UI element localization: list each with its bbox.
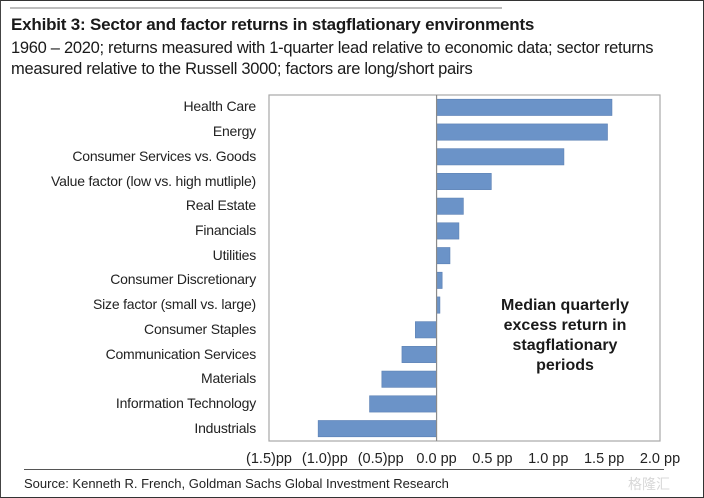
bar-industrials (317, 420, 437, 438)
bar-communication-services (401, 346, 437, 363)
category-label: Size factor (small vs. large) (92, 296, 256, 313)
bar-real-estate (436, 197, 464, 215)
category-label: Communication Services (105, 345, 257, 362)
chart-title: Exhibit 3: Sector and factor returns in … (11, 15, 535, 34)
chart-subtitle: 1960 – 2020; returns measured with 1-qua… (11, 39, 654, 78)
x-tick-label: 0.0 pp (416, 451, 457, 467)
source-note: Source: Kenneth R. French, Goldman Sachs… (24, 476, 449, 491)
bar-health-care (436, 98, 613, 116)
category-label: Consumer Staples (144, 320, 256, 337)
category-label: Industrials (194, 419, 256, 436)
category-label: Materials (201, 370, 256, 387)
category-label: Consumer Services vs. Goods (72, 147, 256, 164)
category-label: Health Care (183, 98, 256, 115)
x-tick-label: 0.5 pp (472, 451, 513, 467)
x-tick-label: (1.5)pp (246, 451, 292, 467)
bar-energy (436, 123, 608, 141)
bar-consumer-discretionary (436, 271, 443, 289)
category-label: Financials (194, 221, 256, 238)
category-label: Real Estate (185, 197, 256, 214)
category-label: Energy (212, 123, 256, 140)
x-tick-label: 1.0 pp (528, 451, 569, 467)
category-label: Utilities (212, 246, 257, 263)
header-rule (10, 7, 502, 9)
x-tick-label: 1.5 pp (583, 451, 625, 467)
bar-financials (436, 222, 460, 240)
bar-materials (381, 370, 437, 388)
annotation-line: periods (536, 357, 594, 374)
bar-value-factor-low-vs-high-mutliple (436, 173, 492, 190)
annotation-line: Median quarterly (500, 297, 630, 314)
x-tick-label: 2.0 pp (639, 451, 681, 467)
bar-consumer-services-vs-goods (436, 148, 565, 166)
annotation-line: excess return in (503, 317, 627, 334)
x-tick-label: (1.0)pp (301, 451, 348, 467)
watermark: 格隆汇 (628, 476, 670, 492)
bar-consumer-staples (415, 321, 437, 339)
plot-area (268, 94, 661, 442)
x-axis-rule (24, 469, 664, 470)
annotation-line: stagflationary (512, 337, 618, 354)
category-label: Information Technology (115, 394, 256, 411)
bar-utilities (436, 247, 451, 265)
category-label: Value factor (low vs. high mutliple) (51, 172, 256, 189)
chart-annotation: Median quarterly excess return in stagfl… (470, 296, 660, 376)
x-tick-label: (0.5)pp (357, 451, 404, 467)
bar-information-technology (369, 395, 437, 413)
category-label: Consumer Discretionary (110, 271, 256, 288)
